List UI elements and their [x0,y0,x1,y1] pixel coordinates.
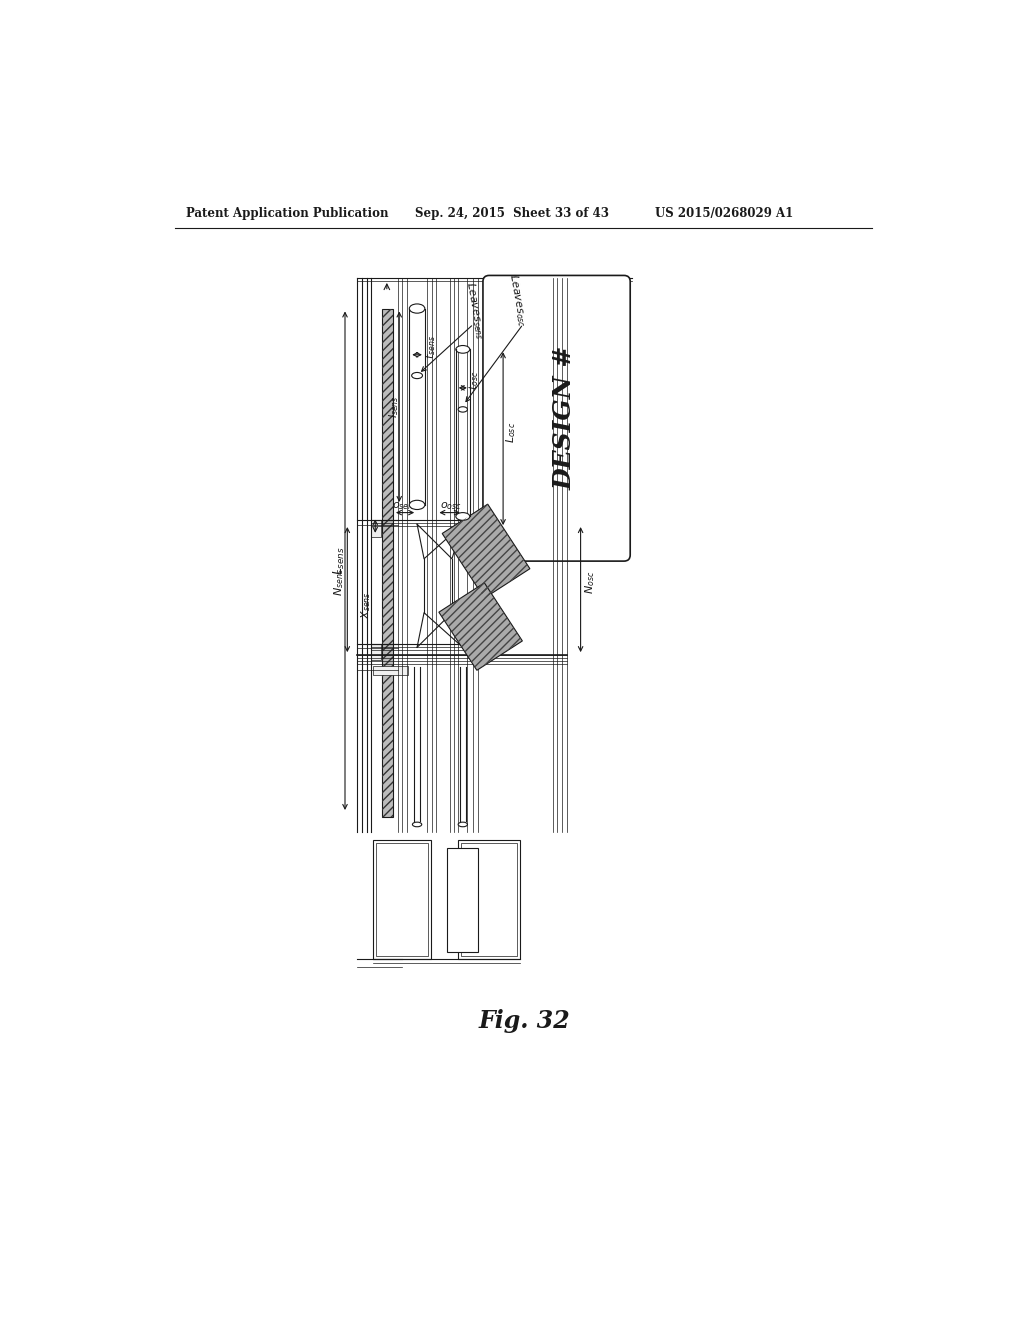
Ellipse shape [412,372,423,379]
Text: $X_{sens}$: $X_{sens}$ [359,591,373,619]
Text: $o_{sens}$: $o_{sens}$ [392,500,418,512]
Bar [376,843,428,956]
Ellipse shape [413,822,422,826]
Text: $N_{osc}$: $N_{osc}$ [583,570,597,594]
Bar [382,309,393,817]
Bar [373,840,431,960]
FancyBboxPatch shape [483,276,630,561]
Polygon shape [442,504,529,598]
Bar [372,644,381,660]
Ellipse shape [458,822,467,826]
Text: $L_{sens}$: $L_{sens}$ [332,546,347,576]
Bar [382,309,393,817]
Bar [372,520,381,537]
Ellipse shape [456,512,470,520]
Bar [461,843,517,956]
Bar [373,665,408,675]
Text: $t_{sens}$: $t_{sens}$ [424,335,438,359]
Ellipse shape [456,346,470,354]
Text: $N_{sens}$: $N_{sens}$ [333,568,346,595]
Text: Sep. 24, 2015  Sheet 33 of 43: Sep. 24, 2015 Sheet 33 of 43 [415,207,608,220]
Text: $t_{osc}$: $t_{osc}$ [468,371,481,389]
Text: $l_{sens}$: $l_{sens}$ [387,396,400,418]
Text: $o_{osc}$: $o_{osc}$ [440,500,462,512]
Text: DESIGN #: DESIGN # [552,346,577,491]
Text: $Leaves_{sens}$: $Leaves_{sens}$ [463,281,486,341]
Text: Patent Application Publication: Patent Application Publication [186,207,389,220]
Ellipse shape [458,407,467,412]
Text: US 2015/0268029 A1: US 2015/0268029 A1 [655,207,794,220]
Polygon shape [439,583,522,671]
Ellipse shape [410,304,425,313]
Bar [447,847,478,952]
Bar [458,840,520,960]
Text: Fig. 32: Fig. 32 [479,1008,570,1032]
Text: $L_{osc}$: $L_{osc}$ [504,422,518,444]
Text: $Leaves_{osc}$: $Leaves_{osc}$ [506,273,529,329]
Ellipse shape [410,500,425,510]
